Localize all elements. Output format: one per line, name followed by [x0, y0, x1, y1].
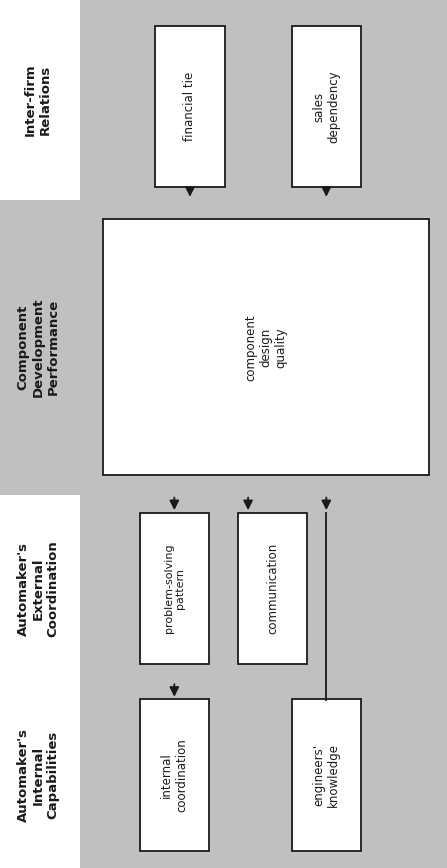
Bar: [238, 512, 308, 665]
Text: engineers'
knowledge: engineers' knowledge: [312, 743, 340, 807]
Text: sales
dependency: sales dependency: [312, 70, 340, 143]
Bar: [80, 681, 447, 868]
Text: Component
Development
Performance: Component Development Performance: [17, 298, 59, 397]
Text: component
design
quality: component design quality: [245, 314, 287, 380]
Text: internal
coordination: internal coordination: [160, 739, 188, 812]
Bar: [156, 26, 224, 187]
Text: Inter-firm
Relations: Inter-firm Relations: [24, 63, 52, 136]
Bar: [139, 700, 209, 851]
Bar: [0, 200, 447, 495]
Bar: [80, 495, 447, 681]
Bar: [291, 26, 361, 187]
Text: financial tie: financial tie: [183, 72, 197, 141]
Text: problem-solving
pattern: problem-solving pattern: [164, 543, 185, 634]
Bar: [139, 512, 209, 665]
Text: Automaker's
External
Coordination: Automaker's External Coordination: [17, 540, 59, 637]
Text: Automaker's
Internal
Capabilities: Automaker's Internal Capabilities: [17, 728, 59, 822]
Bar: [291, 700, 361, 851]
Text: communication: communication: [266, 542, 279, 635]
Bar: [103, 219, 429, 475]
Bar: [80, 0, 447, 200]
